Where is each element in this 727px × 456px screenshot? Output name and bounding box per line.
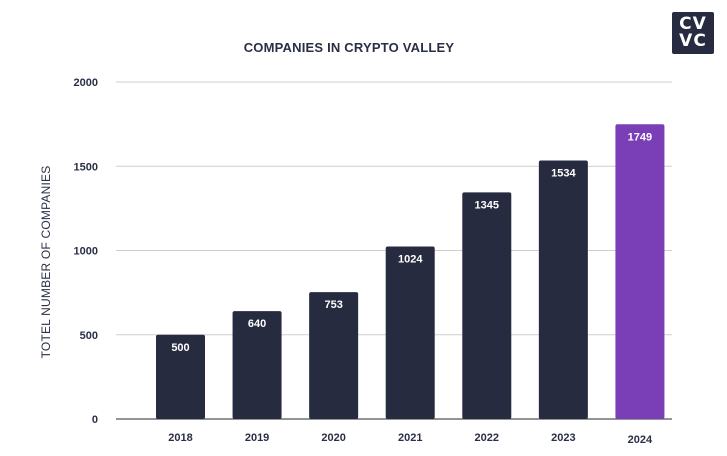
y-tick-label: 2000: [74, 77, 98, 89]
bars: 500 640 753 1024 1345 1534 1749: [156, 124, 665, 419]
x-axis-ticks: 2018 2019 2020 2021 2022 2023 2024: [168, 432, 653, 446]
logo-line-2: VC: [679, 31, 707, 51]
data-label-2019: 640: [248, 318, 266, 330]
data-label-2022: 1345: [475, 199, 499, 211]
logo-line-1: CV: [679, 14, 707, 34]
x-tick-label-2024: 2024: [628, 434, 653, 446]
y-tick-label: 500: [80, 330, 98, 342]
x-tick-label-2018: 2018: [168, 432, 192, 444]
x-tick-label-2023: 2023: [551, 432, 575, 444]
bar-2024: [615, 124, 665, 419]
cvvc-logo: CV VC: [672, 12, 714, 54]
x-tick-label-2019: 2019: [245, 432, 269, 444]
y-tick-label: 1000: [74, 246, 98, 258]
bar-2020: [309, 292, 359, 419]
chart-title: COMPANIES IN CRYPTO VALLEY: [244, 40, 455, 55]
bar-2023: [538, 160, 588, 419]
bar-2022: [462, 192, 512, 419]
x-tick-label-2020: 2020: [321, 432, 345, 444]
data-label-2021: 1024: [398, 253, 423, 265]
data-label-2018: 500: [171, 342, 189, 354]
x-tick-label-2021: 2021: [398, 432, 422, 444]
data-label-2024: 1749: [628, 131, 652, 143]
y-axis-ticks: 0 500 1000 1500 2000: [74, 77, 98, 426]
x-tick-label-2022: 2022: [475, 432, 499, 444]
data-label-2020: 753: [324, 299, 342, 311]
bar-2019: [232, 311, 282, 419]
data-label-2023: 1534: [551, 168, 576, 180]
y-tick-label: 0: [92, 414, 98, 426]
y-tick-label: 1500: [74, 161, 98, 173]
bar-2021: [385, 246, 435, 419]
y-axis-label: TOTEL NUMBER OF COMPANIES: [39, 166, 53, 359]
bar-2018: [156, 334, 205, 419]
